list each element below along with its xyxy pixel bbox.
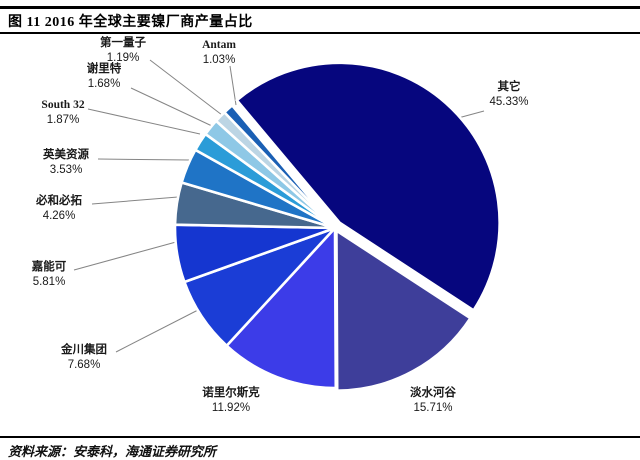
title-separator-rule (0, 32, 640, 34)
slice-label-9: 第一量子 1.19% (100, 36, 146, 65)
slice-name: 必和必拓 (36, 195, 82, 207)
slice-percent: 7.68% (67, 358, 101, 371)
top-rule (0, 6, 640, 9)
slice-name: Antam (202, 39, 236, 51)
slice-name: 诺里尔斯克 (202, 387, 260, 399)
slice-percent: 15.71% (413, 401, 453, 414)
slice-name: 金川集团 (61, 344, 107, 356)
slice-label-3: 金川集团 7.68% (61, 343, 107, 372)
leader-line-7 (87, 108, 201, 135)
slice-name: 嘉能可 (31, 261, 67, 273)
slice-name: 第一量子 (100, 37, 146, 49)
slice-percent: 11.92% (211, 401, 251, 414)
slice-label-0: 其它 45.33% (489, 80, 528, 109)
slice-label-5: 必和必拓 4.26% (36, 194, 82, 223)
slice-percent: 1.68% (87, 77, 121, 90)
slice-name: 英美资源 (43, 149, 89, 161)
leader-line-9 (149, 59, 223, 116)
slice-name: 淡水河谷 (410, 387, 456, 399)
leader-line-8 (130, 87, 213, 127)
leader-line-5 (91, 196, 179, 205)
slice-label-2: 诺里尔斯克 11.92% (202, 386, 260, 415)
slice-percent: 1.87% (46, 113, 80, 126)
chart-title: 图 11 2016 年全球主要镍厂商产量占比 (8, 15, 253, 30)
footer-rule (0, 436, 640, 438)
slice-percent: 3.53% (49, 163, 83, 176)
slice-label-6: 英美资源 3.53% (43, 148, 89, 177)
slice-label-7: South 32 1.87% (41, 98, 84, 127)
slice-name: South 32 (41, 99, 85, 111)
slice-label-1: 淡水河谷 15.71% (410, 386, 456, 415)
pie-slice-1 (335, 228, 473, 392)
leader-line-6 (97, 158, 191, 161)
slice-name: 谢里特 (86, 63, 122, 75)
pie-slice-10 (222, 103, 336, 229)
slice-percent: 4.26% (42, 209, 76, 222)
pie-slice-2 (224, 224, 338, 390)
slice-percent: 5.81% (32, 275, 66, 288)
slice-label-4: 嘉能可 5.81% (32, 260, 67, 289)
slice-label-10: Antam 1.03% (202, 38, 236, 67)
pie-slice-0 (234, 61, 501, 313)
slice-percent: 1.03% (202, 53, 236, 66)
slice-name: 其它 (497, 81, 521, 93)
leader-line-4 (73, 241, 177, 271)
source-note: 资料来源：安泰科，海通证券研究所 (8, 444, 217, 459)
leader-line-3 (115, 309, 199, 353)
slice-percent: 45.33% (489, 95, 529, 108)
slice-label-8: 谢里特 1.68% (87, 62, 122, 91)
leader-line-10 (229, 65, 237, 106)
slice-percent: 1.19% (106, 51, 140, 64)
